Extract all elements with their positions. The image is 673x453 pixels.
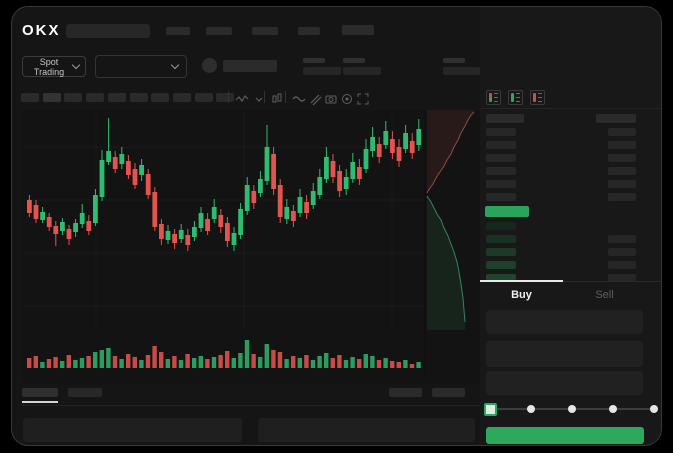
buy-submit-button[interactable] <box>486 427 644 444</box>
slider-stop[interactable] <box>609 405 617 413</box>
bid-price[interactable] <box>486 248 516 256</box>
stat-value <box>443 67 481 75</box>
chevron-down-icon <box>71 60 81 70</box>
timeframe-button[interactable] <box>194 93 213 102</box>
slider-stop[interactable] <box>484 403 497 416</box>
bid-price[interactable] <box>486 274 516 282</box>
timeframe-button[interactable] <box>172 93 191 102</box>
ask-amount <box>608 128 636 136</box>
book-bids-icon[interactable] <box>508 90 523 105</box>
bottom-tab-underline <box>22 401 58 403</box>
ask-amount <box>608 154 636 162</box>
bottom-panel-left <box>23 418 242 442</box>
orderbook-divider <box>480 108 661 109</box>
bottom-action-button[interactable] <box>389 388 422 397</box>
nav-item[interactable] <box>298 27 320 35</box>
ask-price[interactable] <box>486 193 516 201</box>
book-asks-icon[interactable] <box>530 90 545 105</box>
pair-dropdown[interactable] <box>95 55 187 78</box>
total-input[interactable] <box>486 371 643 395</box>
coin-avatar <box>202 58 217 73</box>
chart-surface[interactable] <box>22 110 480 383</box>
ask-amount <box>608 167 636 175</box>
bottom-tab-active[interactable] <box>22 388 58 397</box>
ask-amount <box>608 193 636 201</box>
stat-label <box>303 58 325 63</box>
chart-style-icon[interactable] <box>270 92 284 106</box>
chevron-down-icon[interactable] <box>252 92 266 106</box>
orderbook-header-amount <box>596 114 636 123</box>
settings-icon[interactable] <box>340 92 354 106</box>
logo-adjacent-placeholder <box>66 24 150 38</box>
okx-logo: OKX <box>22 22 61 39</box>
fullscreen-icon[interactable] <box>356 92 370 106</box>
nav-item[interactable] <box>166 27 190 35</box>
candlestick-chart <box>27 110 475 376</box>
bottom-action-button[interactable] <box>432 388 465 397</box>
slider-stop[interactable] <box>650 405 658 413</box>
ask-price[interactable] <box>486 128 516 136</box>
last-price-badge[interactable] <box>485 206 529 217</box>
bid-price[interactable] <box>486 235 516 243</box>
ask-price[interactable] <box>486 141 516 149</box>
bottom-tab[interactable] <box>68 388 102 397</box>
book-combined-icon[interactable] <box>486 90 501 105</box>
bottom-panel-right <box>258 418 475 442</box>
toolbar-divider <box>285 91 286 103</box>
timeframe-button[interactable] <box>129 93 148 102</box>
orderbook-header-price <box>486 114 524 123</box>
stat-value <box>303 67 341 75</box>
ask-amount <box>608 141 636 149</box>
ask-price[interactable] <box>486 167 516 175</box>
slider-stop[interactable] <box>527 405 535 413</box>
spot-trading-selector[interactable]: Spot Trading <box>22 56 86 77</box>
timeframe-button[interactable] <box>151 93 170 102</box>
timeframe-button[interactable] <box>216 93 235 102</box>
timeframe-button[interactable] <box>107 93 126 102</box>
nav-item[interactable] <box>342 25 374 35</box>
app-window: OKX Spot Trading <box>12 7 661 445</box>
amount-input[interactable] <box>486 341 643 367</box>
bottom-divider <box>22 405 480 406</box>
spot-trading-label: Spot Trading <box>33 56 65 77</box>
timeframe-button[interactable] <box>64 93 83 102</box>
compare-icon[interactable] <box>308 92 322 106</box>
bid-price[interactable] <box>486 261 516 269</box>
pair-name-placeholder <box>223 60 277 72</box>
slider-stop[interactable] <box>568 405 576 413</box>
stat-value <box>343 67 381 75</box>
ask-amount <box>608 180 636 188</box>
ask-price[interactable] <box>486 154 516 162</box>
timeframe-button[interactable] <box>86 93 105 102</box>
price-input[interactable] <box>486 310 643 334</box>
bid-amount <box>608 274 636 282</box>
ask-price[interactable] <box>486 180 516 188</box>
bid-amount <box>608 248 636 256</box>
camera-icon[interactable] <box>324 92 338 106</box>
trade-tab-underline <box>480 280 563 282</box>
nav-item[interactable] <box>206 27 232 35</box>
trade-tabs-divider <box>480 281 661 282</box>
toolbar-divider <box>228 91 229 103</box>
tab-buy[interactable]: Buy <box>511 289 532 301</box>
chart-interval-icon[interactable] <box>235 92 249 106</box>
chevron-down-icon <box>170 60 180 70</box>
bid-amount <box>608 261 636 269</box>
tab-sell[interactable]: Sell <box>595 289 614 301</box>
toolbar-divider <box>264 91 265 103</box>
timeframe-button[interactable] <box>21 93 39 102</box>
nav-item[interactable] <box>252 27 278 35</box>
stat-label <box>443 58 465 63</box>
stat-label <box>343 58 365 63</box>
bid-amount <box>608 235 636 243</box>
timeframe-button[interactable] <box>42 93 61 102</box>
indicators-icon[interactable] <box>292 92 306 106</box>
bid-price[interactable] <box>486 222 516 230</box>
